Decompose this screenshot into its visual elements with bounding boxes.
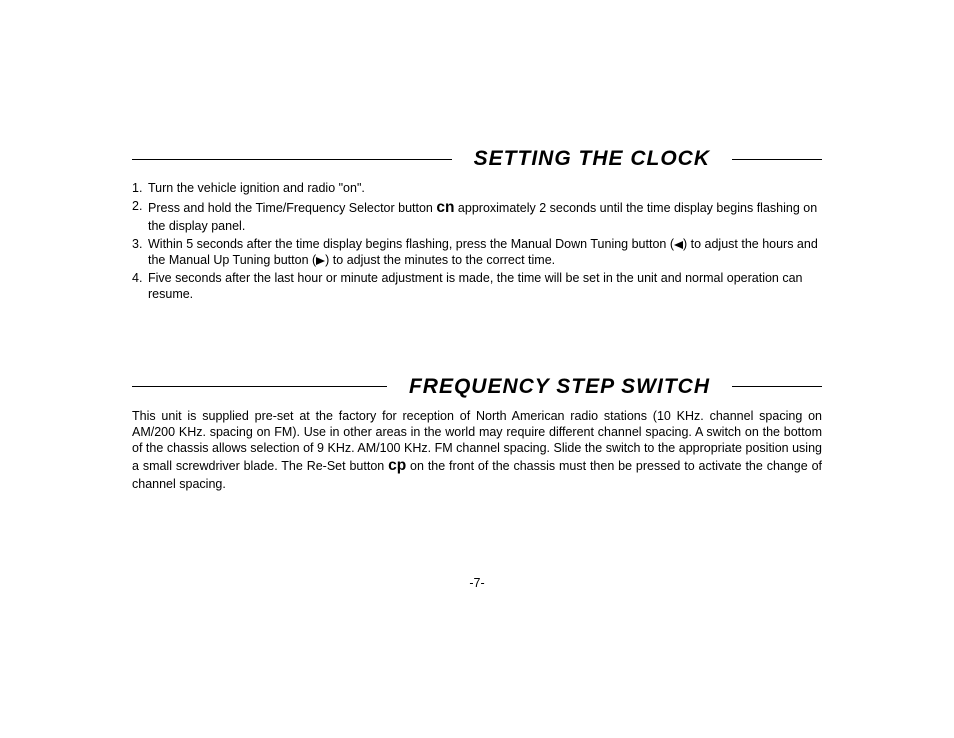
step-number: 1. [132, 180, 148, 196]
section-title: FREQUENCY STEP SWITCH [409, 375, 710, 399]
rule-right [732, 386, 822, 387]
text-fragment: Within 5 seconds after the time display … [148, 237, 674, 251]
manual-page: SETTING THE CLOCK 1. Turn the vehicle ig… [0, 0, 954, 738]
clock-steps-list: 1. Turn the vehicle ignition and radio "… [132, 180, 822, 302]
step-3: 3. Within 5 seconds after the time displ… [132, 236, 822, 268]
section-heading-row: SETTING THE CLOCK [132, 144, 822, 174]
step-text: Five seconds after the last hour or minu… [148, 270, 822, 302]
text-fragment: Press and hold the Time/Frequency Select… [148, 201, 436, 215]
step-1: 1. Turn the vehicle ignition and radio "… [132, 180, 822, 196]
rule-left [132, 386, 387, 387]
section-title: SETTING THE CLOCK [474, 147, 710, 171]
section-setting-the-clock: SETTING THE CLOCK 1. Turn the vehicle ig… [132, 144, 822, 302]
button-ref-cp: cp [388, 457, 406, 474]
page-number: -7- [0, 576, 954, 590]
frequency-paragraph: This unit is supplied pre-set at the fac… [132, 408, 822, 492]
step-text: Press and hold the Time/Frequency Select… [148, 198, 822, 234]
arrow-right-icon [316, 257, 325, 265]
arrow-left-icon [674, 241, 683, 249]
step-4: 4. Five seconds after the last hour or m… [132, 270, 822, 302]
section-frequency-step-switch: FREQUENCY STEP SWITCH This unit is suppl… [132, 372, 822, 492]
step-number: 4. [132, 270, 148, 302]
rule-left [132, 159, 452, 160]
step-text: Within 5 seconds after the time display … [148, 236, 822, 268]
section-heading-row: FREQUENCY STEP SWITCH [132, 372, 822, 402]
rule-right [732, 159, 822, 160]
text-fragment: ) to adjust the minutes to the correct t… [325, 253, 555, 267]
button-ref-cn: cn [436, 199, 454, 216]
step-number: 2. [132, 198, 148, 234]
step-2: 2. Press and hold the Time/Frequency Sel… [132, 198, 822, 234]
step-number: 3. [132, 236, 148, 268]
step-text: Turn the vehicle ignition and radio "on"… [148, 180, 822, 196]
